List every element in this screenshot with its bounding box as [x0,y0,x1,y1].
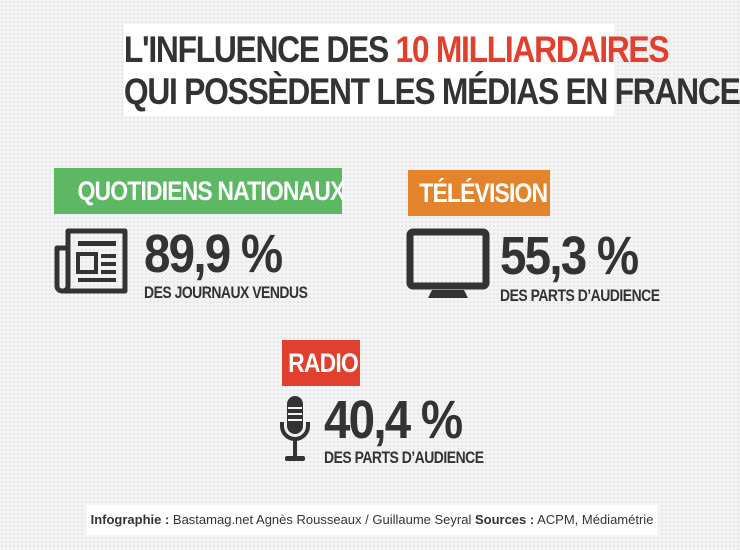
infographie-label: Infographie : [90,512,170,527]
tv-monitor-icon [406,228,490,298]
caption-television: DES PARTS D’AUDIENCE [500,286,660,305]
caption-quotidiens: DES JOURNAUX VENDUS [144,283,308,302]
value-radio: 40,4 % [324,390,463,450]
label-quotidiens-nationaux: QUOTIDIENS NATIONAUX [54,168,346,214]
sources-label: Sources : [474,512,535,527]
label-radio-text: RADIO [288,348,359,378]
label-television: TÉLÉVISION [408,170,550,216]
newspaper-icon [54,228,128,294]
title-line-1-text: L'INFLUENCE DES [123,29,396,70]
caption-radio: DES PARTS D’AUDIENCE [324,448,484,467]
label-quotidiens-text: QUOTIDIENS NATIONAUX [77,176,346,206]
value-quotidiens: 89,9 % [144,224,283,284]
label-radio: RADIO [282,340,360,386]
sources-value: ACPM, Médiamétrie [534,512,654,527]
infographie-value: Bastamag.net Agnès Rousseaux / Guillaume… [169,512,475,527]
label-television-text: TÉLÉVISION [419,178,548,208]
credits-footer: Infographie : Bastamag.net Agnès Roussea… [86,505,658,535]
title-highlight: 10 MILLIARDAIRES [395,29,669,70]
infographic-title: L'INFLUENCE DES 10 MILLIARDAIRES QUI POS… [123,24,740,116]
microphone-icon [280,396,310,461]
title-line-2: QUI POSSÈDENT LES MÉDIAS EN FRANCE [123,71,740,112]
title-line-1: L'INFLUENCE DES 10 MILLIARDAIRES [123,29,670,70]
value-television: 55,3 % [500,226,639,286]
